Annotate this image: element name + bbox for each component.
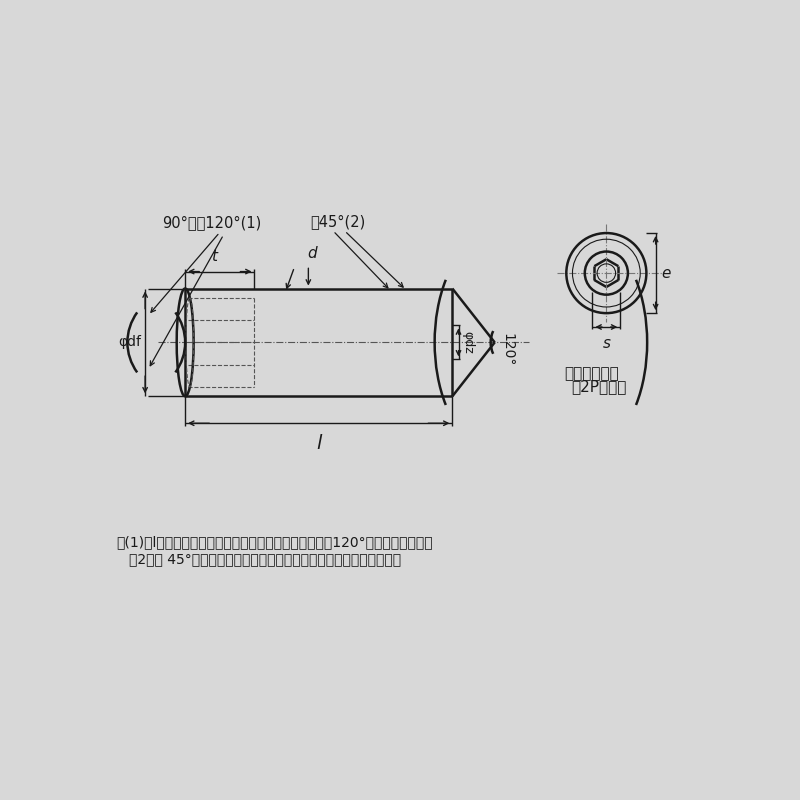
Text: t: t bbox=[210, 249, 217, 264]
Text: φdf: φdf bbox=[118, 335, 142, 350]
Text: （2）　 45°の角度は、おねじの谷の径より下の傾斜部に適用する。: （2） 45°の角度は、おねじの谷の径より下の傾斜部に適用する。 bbox=[129, 552, 401, 566]
Text: l: l bbox=[316, 434, 322, 453]
Text: （2P以下）: （2P以下） bbox=[572, 379, 627, 394]
Text: φdz: φdz bbox=[462, 331, 474, 354]
Text: 不完全ねじ部: 不完全ねじ部 bbox=[564, 366, 618, 381]
Text: 絀45°(2): 絀45°(2) bbox=[310, 214, 365, 229]
Text: s: s bbox=[602, 336, 610, 351]
Text: 120°: 120° bbox=[501, 334, 515, 366]
Text: 注(1)　lが下の表に示す階段状の点線より短いものは、120°の面取りとする。: 注(1) lが下の表に示す階段状の点線より短いものは、120°の面取りとする。 bbox=[116, 535, 433, 549]
Text: d: d bbox=[307, 246, 317, 261]
Text: e: e bbox=[661, 266, 670, 281]
Text: 90°又は120°(1): 90°又は120°(1) bbox=[162, 215, 262, 230]
